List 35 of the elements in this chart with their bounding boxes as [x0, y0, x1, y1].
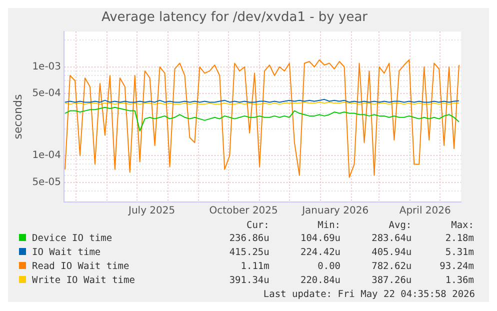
text: 220.84u — [299, 274, 342, 288]
text: 1.11m — [240, 260, 270, 274]
legend-label: IO Wait time — [32, 247, 101, 258]
text: 0.00 — [316, 260, 342, 274]
text: 5.31m — [444, 246, 475, 260]
text: 104.69u — [299, 232, 342, 246]
legend-label: Device IO time — [32, 233, 112, 244]
y-tick-label: 5e-05 — [32, 176, 62, 188]
text: 1.36m — [444, 274, 475, 288]
y-tick-label: 1e-03 — [32, 61, 62, 72]
x-tick-label: April 2026 — [399, 206, 451, 217]
y-tick-label: 1e-04 — [32, 150, 62, 162]
text: 2.18m — [444, 232, 475, 246]
text: 782.62u — [370, 260, 413, 274]
text: Last update: Fri May 22 04:35:58 2026 — [262, 288, 476, 302]
text: Cur: — [245, 220, 270, 232]
text: 93.24m — [438, 260, 475, 274]
x-tick-label: July 2025 — [128, 206, 176, 217]
x-tick-label: January 2026 — [301, 206, 369, 217]
legend-label: Write IO Wait time — [32, 275, 135, 286]
text: 387.26u — [370, 274, 413, 288]
text: Avg: — [388, 220, 413, 232]
y-tick-label: 5e-04 — [32, 88, 62, 100]
text: 391.34u — [228, 274, 270, 288]
text: 236.86u — [228, 232, 270, 246]
text: Max: — [450, 220, 475, 232]
text: Min: — [316, 220, 342, 232]
text: 224.42u — [299, 246, 342, 260]
y-axis-title: seconds — [11, 94, 24, 140]
legend-label: Read IO Wait time — [32, 261, 130, 272]
text: 405.94u — [370, 246, 413, 260]
x-tick-label: October 2025 — [209, 206, 278, 217]
text: 283.64u — [370, 232, 413, 246]
text: 415.25u — [228, 246, 270, 260]
chart-title: Average latency for /dev/xvda1 - by year — [101, 10, 368, 26]
